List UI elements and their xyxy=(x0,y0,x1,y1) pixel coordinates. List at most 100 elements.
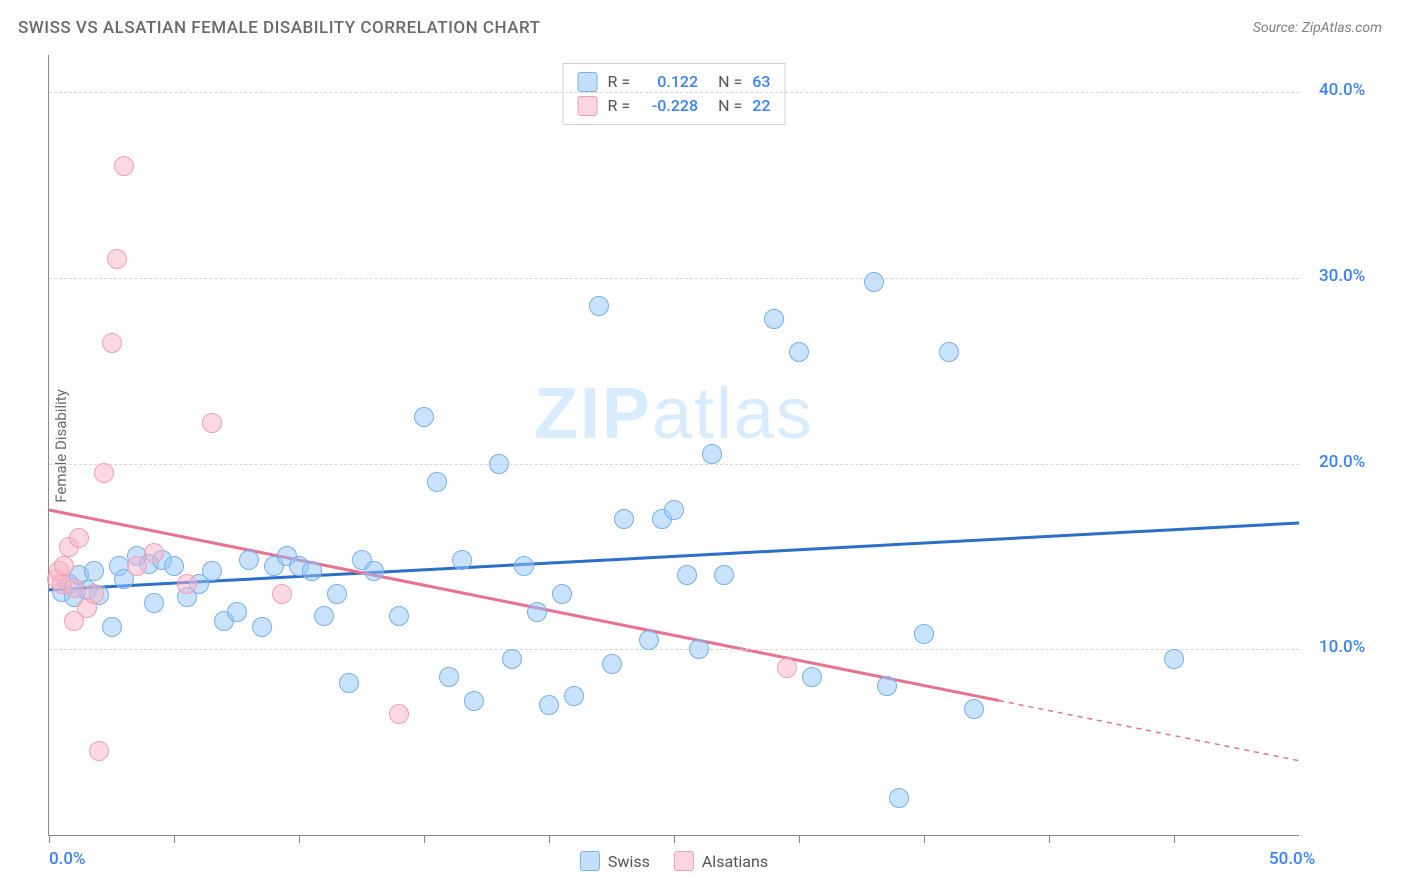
legend-label: Alsatians xyxy=(702,852,768,871)
scatter-point xyxy=(177,574,197,594)
legend-r-label: R = xyxy=(608,70,631,94)
legend-swatch xyxy=(580,851,600,871)
source-attribution: Source: ZipAtlas.com xyxy=(1253,20,1382,36)
scatter-point xyxy=(914,624,934,644)
legend-correlation: R =0.122N =63R =-0.228N =22 xyxy=(563,63,786,125)
y-tick-label: 10.0% xyxy=(1319,637,1365,657)
chart-title: SWISS VS ALSATIAN FEMALE DISABILITY CORR… xyxy=(18,18,541,38)
scatter-point xyxy=(107,249,127,269)
gridline xyxy=(49,278,1299,279)
x-tick xyxy=(1049,835,1050,843)
scatter-point xyxy=(364,561,384,581)
scatter-point xyxy=(84,584,104,604)
scatter-point xyxy=(427,472,447,492)
scatter-point xyxy=(502,649,522,669)
gridline xyxy=(49,649,1299,650)
scatter-point xyxy=(127,556,147,576)
gridline xyxy=(49,92,1299,93)
scatter-point xyxy=(764,309,784,329)
gridline xyxy=(49,464,1299,465)
scatter-point xyxy=(144,593,164,613)
scatter-point xyxy=(802,667,822,687)
x-tick xyxy=(174,835,175,843)
scatter-point xyxy=(69,528,89,548)
x-tick xyxy=(924,835,925,843)
scatter-point xyxy=(439,667,459,687)
x-tick-label: 50.0% xyxy=(1269,849,1315,869)
chart-container: SWISS VS ALSATIAN FEMALE DISABILITY CORR… xyxy=(0,0,1406,892)
scatter-point xyxy=(514,556,534,576)
scatter-point xyxy=(527,602,547,622)
scatter-point xyxy=(64,578,84,598)
legend-swatch xyxy=(578,96,598,116)
scatter-point xyxy=(164,556,184,576)
scatter-point xyxy=(489,454,509,474)
legend-item: Swiss xyxy=(580,851,650,871)
scatter-point xyxy=(614,509,634,529)
legend-r-value: -0.228 xyxy=(640,94,698,118)
x-tick xyxy=(1174,835,1175,843)
legend-row: R = 0.122 N = 63 xyxy=(578,70,771,94)
x-tick xyxy=(424,835,425,843)
scatter-point xyxy=(227,602,247,622)
legend-series: Swiss Alsatians xyxy=(580,851,768,871)
scatter-point xyxy=(89,741,109,761)
scatter-point xyxy=(877,676,897,696)
scatter-point xyxy=(539,695,559,715)
scatter-point xyxy=(702,444,722,464)
scatter-point xyxy=(677,565,697,585)
scatter-point xyxy=(202,413,222,433)
legend-r-value: 0.122 xyxy=(640,70,698,94)
x-tick xyxy=(799,835,800,843)
scatter-point xyxy=(339,673,359,693)
trend-lines xyxy=(49,55,1299,835)
legend-r-label: R = xyxy=(608,94,631,118)
x-tick xyxy=(49,835,50,843)
legend-label: Swiss xyxy=(608,852,650,871)
scatter-point xyxy=(452,550,472,570)
scatter-point xyxy=(639,630,659,650)
scatter-point xyxy=(252,617,272,637)
scatter-point xyxy=(789,342,809,362)
y-tick-label: 20.0% xyxy=(1319,452,1365,472)
legend-swatch xyxy=(578,72,598,92)
scatter-point xyxy=(964,699,984,719)
watermark: ZIPatlas xyxy=(534,373,814,455)
scatter-point xyxy=(302,561,322,581)
scatter-point xyxy=(589,296,609,316)
scatter-point xyxy=(864,272,884,292)
scatter-point xyxy=(84,561,104,581)
scatter-point xyxy=(564,686,584,706)
legend-item: Alsatians xyxy=(674,851,768,871)
x-tick-label: 0.0% xyxy=(49,849,86,869)
y-tick-label: 40.0% xyxy=(1319,80,1365,100)
legend-row: R =-0.228N =22 xyxy=(578,94,771,118)
scatter-point xyxy=(777,658,797,678)
scatter-point xyxy=(389,704,409,724)
scatter-point xyxy=(1164,649,1184,669)
x-tick xyxy=(299,835,300,843)
scatter-point xyxy=(144,543,164,563)
scatter-point xyxy=(102,333,122,353)
scatter-point xyxy=(464,691,484,711)
scatter-point xyxy=(939,342,959,362)
scatter-point xyxy=(327,584,347,604)
scatter-point xyxy=(54,556,74,576)
x-tick xyxy=(674,835,675,843)
y-tick-label: 30.0% xyxy=(1319,266,1365,286)
scatter-point xyxy=(889,788,909,808)
scatter-point xyxy=(102,617,122,637)
x-tick xyxy=(549,835,550,843)
scatter-point xyxy=(389,606,409,626)
legend-n-label: N = xyxy=(718,70,742,94)
legend-n-label: N = xyxy=(718,94,742,118)
scatter-point xyxy=(664,500,684,520)
scatter-point xyxy=(314,606,334,626)
scatter-point xyxy=(552,584,572,604)
legend-n-value: 63 xyxy=(752,70,770,94)
scatter-point xyxy=(714,565,734,585)
scatter-point xyxy=(94,463,114,483)
scatter-point xyxy=(272,584,292,604)
plot-area: ZIPatlas R =0.122N =63R =-0.228N =22 Swi… xyxy=(48,55,1299,836)
scatter-point xyxy=(202,561,222,581)
